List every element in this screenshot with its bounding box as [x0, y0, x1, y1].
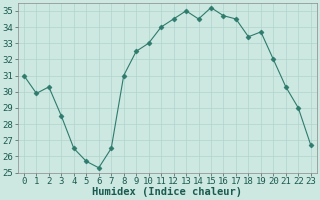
- X-axis label: Humidex (Indice chaleur): Humidex (Indice chaleur): [92, 187, 242, 197]
